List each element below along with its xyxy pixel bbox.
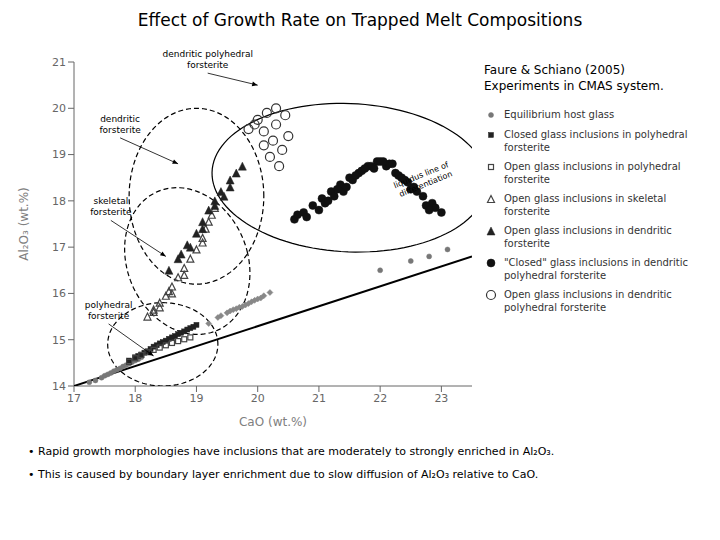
html-text:• This is caused by boundary l: • This is caused by boundary layer enric… xyxy=(28,468,539,482)
html-text:Equilibrium host glass: Equilibrium host glass xyxy=(504,109,615,121)
svg-text:18: 18 xyxy=(52,195,66,208)
svg-text:18: 18 xyxy=(128,392,142,405)
svg-text:20: 20 xyxy=(52,102,66,115)
svg-text:19: 19 xyxy=(189,392,203,405)
svg-text:15: 15 xyxy=(52,334,66,347)
svg-text:Al₂O₃ (wt.%): Al₂O₃ (wt.%) xyxy=(17,187,31,261)
html-text:Faure & Schiano (2005) Experim: Faure & Schiano (2005) Experiments in CM… xyxy=(484,63,664,94)
html-text:• Rapid growth morphologies ha: • Rapid growth morphologies have inclusi… xyxy=(28,445,555,458)
html-text:Open glass inclusions in dendr: Open glass inclusions in dendritic forst… xyxy=(504,225,672,250)
html-text:Open glass inclusions in polyh: Open glass inclusions in polyhedral fors… xyxy=(504,161,681,186)
svg-text:21: 21 xyxy=(312,392,326,405)
svg-text:CaO (wt.%): CaO (wt.%) xyxy=(239,415,307,429)
svg-text:20: 20 xyxy=(251,392,265,405)
svg-text:skeletalforsterite: skeletalforsterite xyxy=(90,196,132,217)
html-text:Open glass inclusions in skele: Open glass inclusions in skeletal forste… xyxy=(504,193,667,218)
svg-text:16: 16 xyxy=(52,287,66,300)
svg-text:polyhedralforsterite: polyhedralforsterite xyxy=(85,300,133,321)
svg-text:21: 21 xyxy=(52,56,66,69)
svg-text:liquidus line ofdifferentiatio: liquidus line ofdifferentiation xyxy=(392,160,453,200)
svg-text:dendritic polyhedralforsterite: dendritic polyhedralforsterite xyxy=(162,49,252,70)
html-text:Open glass inclusions in dendr: Open glass inclusions in dendritic polyh… xyxy=(504,289,672,314)
svg-text:23: 23 xyxy=(434,392,448,405)
svg-text:14: 14 xyxy=(52,380,66,393)
svg-text:17: 17 xyxy=(52,241,66,254)
html-text:Effect of Growth Rate on Trapp: Effect of Growth Rate on Trapped Melt Co… xyxy=(137,10,583,30)
svg-text:22: 22 xyxy=(373,392,387,405)
html-text:Closed glass inclusions in pol: Closed glass inclusions in polyhedral fo… xyxy=(504,129,688,154)
svg-text:dendriticforsterite: dendriticforsterite xyxy=(99,114,141,135)
html-text:"Closed" glass inclusions in d: "Closed" glass inclusions in dendritic p… xyxy=(504,257,688,282)
svg-text:17: 17 xyxy=(67,392,81,405)
svg-text:19: 19 xyxy=(52,148,66,161)
